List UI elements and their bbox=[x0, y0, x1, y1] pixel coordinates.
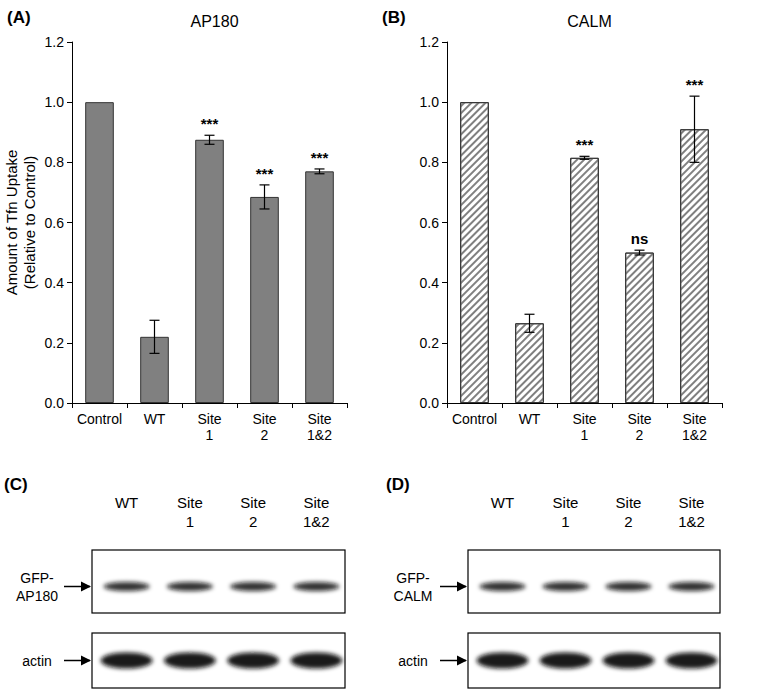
svg-text:Site: Site bbox=[197, 411, 221, 427]
svg-text:0.4: 0.4 bbox=[420, 275, 440, 291]
svg-text:1.0: 1.0 bbox=[420, 94, 440, 110]
svg-text:0.6: 0.6 bbox=[420, 215, 440, 231]
svg-text:1: 1 bbox=[206, 427, 214, 443]
svg-text:1.2: 1.2 bbox=[45, 34, 65, 50]
svg-text:2: 2 bbox=[636, 427, 644, 443]
svg-text:(D): (D) bbox=[386, 475, 410, 494]
svg-text:Site: Site bbox=[682, 411, 706, 427]
svg-text:2: 2 bbox=[261, 427, 269, 443]
svg-text:WT: WT bbox=[115, 494, 138, 511]
svg-text:Site1: Site1 bbox=[177, 494, 203, 530]
svg-text:(A): (A) bbox=[7, 8, 31, 27]
svg-text:0.0: 0.0 bbox=[45, 395, 65, 411]
svg-text:CALM: CALM bbox=[567, 13, 611, 30]
svg-text:Site: Site bbox=[252, 411, 276, 427]
svg-text:Control: Control bbox=[452, 411, 497, 427]
svg-text:Site1: Site1 bbox=[553, 494, 579, 530]
svg-text:GFP-AP180: GFP-AP180 bbox=[16, 570, 58, 604]
svg-text:(Relative to Control): (Relative to Control) bbox=[21, 156, 38, 289]
svg-text:***: *** bbox=[311, 149, 329, 166]
svg-text:WT: WT bbox=[491, 494, 514, 511]
svg-text:0.6: 0.6 bbox=[45, 215, 65, 231]
svg-text:***: *** bbox=[576, 136, 594, 153]
svg-text:1.2: 1.2 bbox=[420, 34, 440, 50]
svg-text:0.8: 0.8 bbox=[420, 154, 440, 170]
svg-text:WT: WT bbox=[519, 411, 541, 427]
svg-text:Control: Control bbox=[77, 411, 122, 427]
svg-text:actin: actin bbox=[22, 653, 52, 669]
svg-text:0.2: 0.2 bbox=[45, 335, 65, 351]
svg-text:0.0: 0.0 bbox=[420, 395, 440, 411]
svg-text:Site2: Site2 bbox=[240, 494, 266, 530]
svg-text:1&2: 1&2 bbox=[682, 427, 707, 443]
svg-text:***: *** bbox=[256, 165, 274, 182]
svg-text:Amount of Tfn Uptake: Amount of Tfn Uptake bbox=[3, 150, 20, 296]
svg-text:0.4: 0.4 bbox=[45, 275, 65, 291]
svg-text:***: *** bbox=[201, 115, 219, 132]
svg-text:1&2: 1&2 bbox=[307, 427, 332, 443]
svg-text:0.2: 0.2 bbox=[420, 335, 440, 351]
svg-text:Site1&2: Site1&2 bbox=[303, 494, 330, 530]
svg-text:GFP-CALM: GFP-CALM bbox=[394, 570, 433, 604]
svg-text:actin: actin bbox=[398, 653, 428, 669]
svg-text:Site: Site bbox=[627, 411, 651, 427]
svg-text:(C): (C) bbox=[4, 475, 28, 494]
svg-text:AP180: AP180 bbox=[190, 13, 238, 30]
svg-text:1.0: 1.0 bbox=[45, 94, 65, 110]
svg-text:(B): (B) bbox=[382, 8, 406, 27]
svg-text:ns: ns bbox=[631, 230, 649, 247]
svg-text:0.8: 0.8 bbox=[45, 154, 65, 170]
svg-text:Site1&2: Site1&2 bbox=[678, 494, 705, 530]
svg-text:Site: Site bbox=[307, 411, 331, 427]
svg-text:WT: WT bbox=[144, 411, 166, 427]
svg-text:Site: Site bbox=[572, 411, 596, 427]
svg-text:***: *** bbox=[686, 76, 704, 93]
svg-text:Site2: Site2 bbox=[616, 494, 642, 530]
svg-text:1: 1 bbox=[581, 427, 589, 443]
